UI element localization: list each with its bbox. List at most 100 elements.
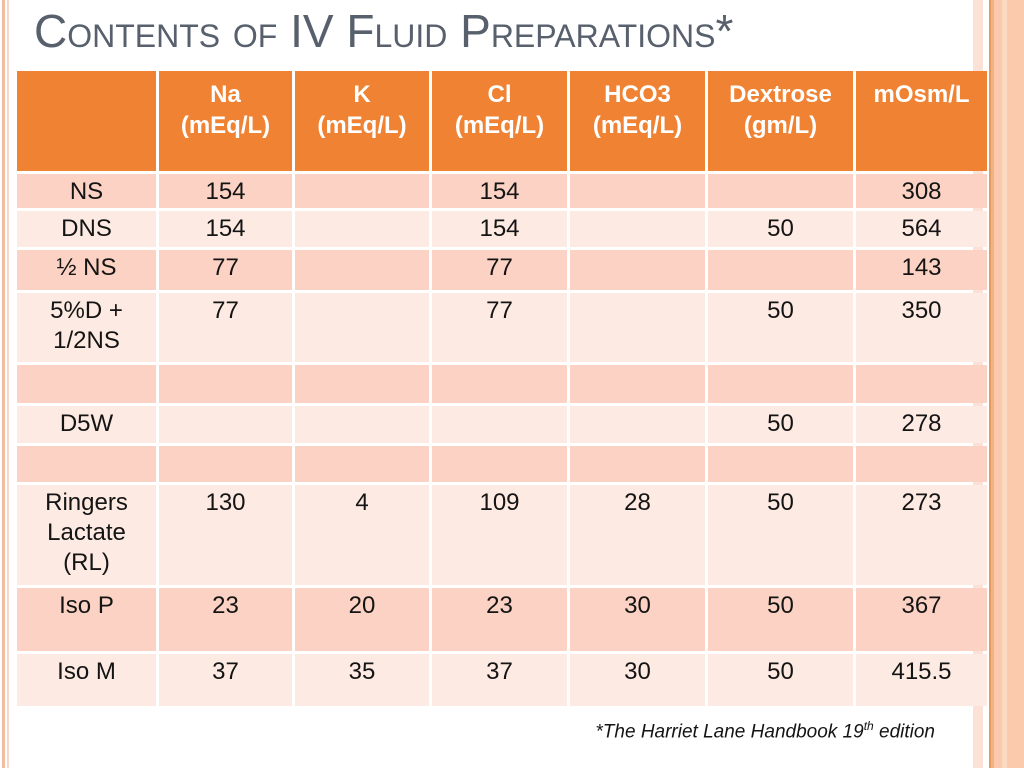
header-line1: Dextrose xyxy=(729,81,832,108)
cell-dextrose: 50 xyxy=(708,211,853,247)
cell-mosm: 143 xyxy=(856,250,987,290)
cell-dextrose: 50 xyxy=(708,588,853,651)
header-line1: K xyxy=(353,81,371,108)
row-label xyxy=(17,446,156,482)
cell-mosm: 350 xyxy=(856,293,987,362)
cell-mosm: 278 xyxy=(856,406,987,443)
header-line2: (mEq/L) xyxy=(592,112,683,140)
cell-dextrose xyxy=(708,174,853,208)
row-label: NS xyxy=(17,174,156,208)
cell-k xyxy=(295,406,429,443)
cell-k xyxy=(295,365,429,403)
header-line1: Cl xyxy=(487,81,512,108)
cell-cl xyxy=(432,406,567,443)
cell-cl: 23 xyxy=(432,588,567,651)
cell-cl: 37 xyxy=(432,654,567,706)
cell-mosm xyxy=(856,446,987,482)
column-header-dextrose: Dextrose (gm/L) xyxy=(708,71,853,171)
column-header-k: K (mEq/L) xyxy=(295,71,429,171)
cell-hco3 xyxy=(570,250,705,290)
cell-k xyxy=(295,293,429,362)
column-header-mosm: mOsm/L xyxy=(856,71,987,171)
cell-na: 77 xyxy=(159,250,292,290)
cell-dextrose: 50 xyxy=(708,293,853,362)
table-row-d5w: D5W 50 278 xyxy=(17,406,987,443)
table-row-dns: DNS 154 154 50 564 xyxy=(17,211,987,247)
cell-cl: 77 xyxy=(432,250,567,290)
header-line2: (mEq/L) xyxy=(454,112,545,140)
cell-mosm: 564 xyxy=(856,211,987,247)
cell-k xyxy=(295,250,429,290)
cell-na: 77 xyxy=(159,293,292,362)
footnote-superscript: th xyxy=(863,719,874,733)
column-header-blank xyxy=(17,71,156,171)
cell-na: 154 xyxy=(159,174,292,208)
cell-na xyxy=(159,446,292,482)
row-label xyxy=(17,365,156,403)
header-line2: (mEq/L) xyxy=(180,112,271,140)
cell-dextrose xyxy=(708,250,853,290)
cell-hco3 xyxy=(570,406,705,443)
table-row-iso-m: Iso M 37 35 37 30 50 415.5 xyxy=(17,654,987,706)
cell-mosm: 415.5 xyxy=(856,654,987,706)
header-line1: mOsm/L xyxy=(873,81,970,108)
cell-dextrose: 50 xyxy=(708,654,853,706)
table-row-ns: NS 154 154 308 xyxy=(17,174,987,208)
cell-k: 4 xyxy=(295,485,429,585)
column-header-hco3: HCO3 (mEq/L) xyxy=(570,71,705,171)
cell-cl: 109 xyxy=(432,485,567,585)
cell-dextrose: 50 xyxy=(708,485,853,585)
iv-fluid-table: Na (mEq/L) K (mEq/L) Cl (mEq/L) HCO3 (mEq/L)… xyxy=(14,68,990,709)
source-footnote: *The Harriet Lane Handbook 19th edition xyxy=(595,719,935,743)
column-header-cl: Cl (mEq/L) xyxy=(432,71,567,171)
cell-hco3 xyxy=(570,211,705,247)
cell-na xyxy=(159,406,292,443)
cell-na: 130 xyxy=(159,485,292,585)
cell-na xyxy=(159,365,292,403)
cell-k xyxy=(295,211,429,247)
header-line1: HCO3 xyxy=(604,81,671,108)
footnote-suffix: edition xyxy=(873,721,935,743)
cell-cl: 154 xyxy=(432,174,567,208)
cell-hco3 xyxy=(570,446,705,482)
row-label: Iso M xyxy=(17,654,156,706)
row-label: D5W xyxy=(17,406,156,443)
cell-hco3: 28 xyxy=(570,485,705,585)
cell-na: 37 xyxy=(159,654,292,706)
column-header-na: Na (mEq/L) xyxy=(159,71,292,171)
header-line2: (mEq/L) xyxy=(317,112,407,140)
cell-k: 35 xyxy=(295,654,429,706)
left-stripe-border xyxy=(0,0,13,768)
table-row-half-ns: ½ NS 77 77 143 xyxy=(17,250,987,290)
header-line2: (gm/L) xyxy=(743,112,818,140)
cell-hco3: 30 xyxy=(570,654,705,706)
cell-k xyxy=(295,446,429,482)
cell-hco3: 30 xyxy=(570,588,705,651)
table-row-iso-p: Iso P 23 20 23 30 50 367 xyxy=(17,588,987,651)
row-label: DNS xyxy=(17,211,156,247)
cell-dextrose xyxy=(708,365,853,403)
footnote-text: *The Harriet Lane Handbook 19 xyxy=(595,721,864,743)
table-row-ringers-lactate: Ringers Lactate (RL) 130 4 109 28 50 273 xyxy=(17,485,987,585)
table-row-empty-2 xyxy=(17,446,987,482)
cell-cl xyxy=(432,365,567,403)
table-row-empty-1 xyxy=(17,365,987,403)
cell-mosm: 367 xyxy=(856,588,987,651)
row-label: ½ NS xyxy=(17,250,156,290)
cell-cl: 77 xyxy=(432,293,567,362)
cell-dextrose xyxy=(708,446,853,482)
cell-hco3 xyxy=(570,365,705,403)
cell-mosm xyxy=(856,365,987,403)
cell-mosm: 308 xyxy=(856,174,987,208)
cell-mosm: 273 xyxy=(856,485,987,585)
cell-k: 20 xyxy=(295,588,429,651)
cell-dextrose: 50 xyxy=(708,406,853,443)
slide-title: Contents of IV Fluid Preparations* xyxy=(34,5,734,57)
cell-hco3 xyxy=(570,174,705,208)
cell-k xyxy=(295,174,429,208)
cell-na: 154 xyxy=(159,211,292,247)
cell-na: 23 xyxy=(159,588,292,651)
table-row-5d-half-ns: 5%D + 1/2NS 77 77 50 350 xyxy=(17,293,987,362)
header-line1: Na xyxy=(210,81,241,108)
